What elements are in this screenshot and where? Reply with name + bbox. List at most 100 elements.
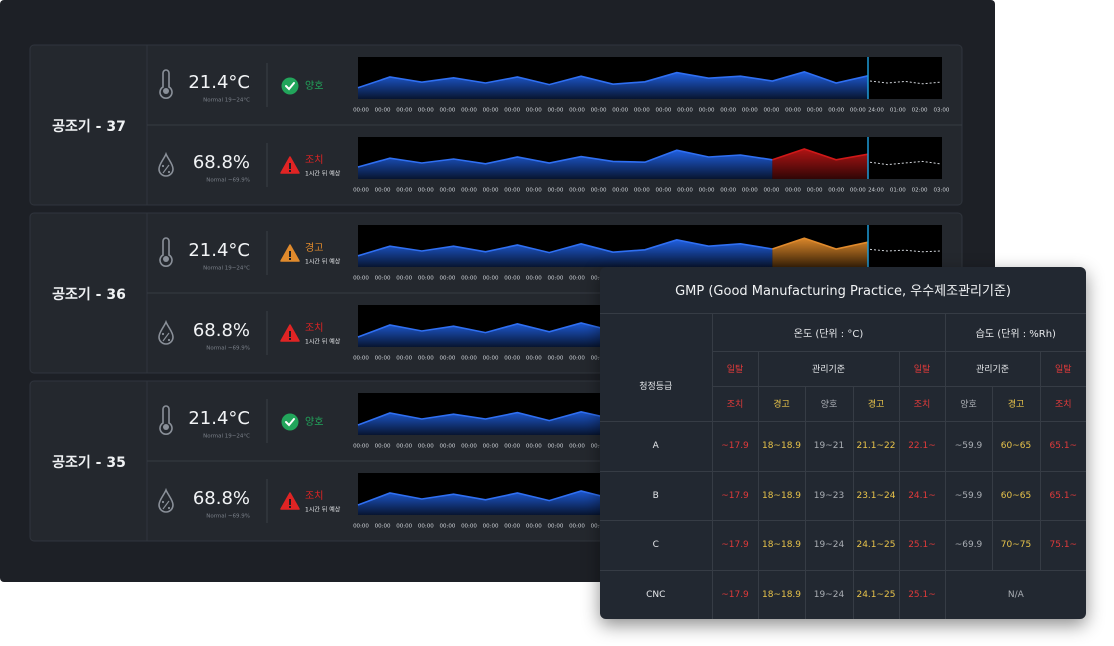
time-label: 01:00	[890, 108, 906, 114]
unit-name: 공조기 - 37	[52, 119, 126, 135]
grade-cell: A	[600, 420, 713, 472]
time-label: 00:00	[591, 188, 607, 194]
range-cell: 21.1~22	[852, 420, 900, 472]
time-label: 00:00	[396, 188, 412, 194]
range-cell: 65.1~	[1039, 470, 1086, 521]
check-icon	[281, 77, 299, 95]
check-mark	[285, 418, 295, 427]
reading-value: 68.8%	[193, 152, 250, 173]
level-header: 경고	[852, 385, 900, 422]
time-label: 00:00	[591, 356, 607, 362]
time-label: 00:00	[526, 524, 542, 530]
time-label: 00:00	[504, 356, 520, 362]
time-label: 00:00	[591, 276, 607, 282]
normal-range: Normal ~69.9%	[206, 178, 250, 184]
time-label: 00:00	[418, 356, 434, 362]
time-label: 00:00	[396, 444, 412, 450]
unit-name: 공조기 - 36	[52, 287, 126, 303]
range-cell: 65.1~	[1039, 420, 1086, 472]
level-header: 경고	[991, 385, 1041, 422]
time-label: 00:00	[504, 524, 520, 530]
time-label: 00:00	[547, 356, 563, 362]
reading-value: 68.8%	[193, 488, 250, 509]
table-row: 조치 경고 양호 경고 조치 양호 경고 조치	[600, 385, 1086, 422]
status-text: 경고	[305, 241, 323, 254]
time-label: 00:00	[504, 108, 520, 114]
droplet-dot	[167, 338, 171, 342]
time-label: 00:00	[850, 188, 866, 194]
range-cell: ~17.9	[711, 569, 759, 619]
range-cell: 18~18.9	[757, 470, 806, 521]
time-label: 00:00	[439, 356, 455, 362]
time-label: 00:00	[785, 188, 801, 194]
time-label: 01:00	[890, 188, 906, 194]
droplet-icon	[158, 487, 174, 513]
time-label: 00:00	[483, 356, 499, 362]
time-label: 03:00	[933, 188, 949, 194]
range-cell: ~59.9	[944, 420, 993, 472]
alert-area-fill	[772, 238, 868, 267]
time-label: 02:00	[912, 188, 928, 194]
time-label: 00:00	[418, 444, 434, 450]
droplet-dot	[161, 164, 165, 168]
reading-value: 68.8%	[193, 320, 250, 341]
time-label: 00:00	[504, 444, 520, 450]
time-label: 00:00	[375, 524, 391, 530]
thermometer-icon	[159, 405, 173, 435]
range-cell: 23.1~24	[852, 470, 900, 521]
time-label: 00:00	[569, 108, 585, 114]
grade-cell: CNC	[600, 569, 713, 619]
normal-range: Normal ~69.9%	[206, 346, 250, 352]
area-line	[357, 70, 869, 89]
time-label: 03:00	[933, 108, 949, 114]
sub-header: 일탈	[1039, 350, 1086, 387]
level-header: 조치	[898, 385, 946, 422]
status-text: 조치	[305, 490, 323, 502]
time-label: 00:00	[461, 524, 477, 530]
range-cell: 22.1~	[898, 420, 946, 472]
droplet-dot	[167, 170, 171, 174]
time-label: 00:00	[612, 188, 628, 194]
time-label: 00:00	[483, 188, 499, 194]
warning-bar	[289, 163, 291, 169]
droplet-icon	[158, 319, 174, 345]
time-label: 02:00	[912, 108, 928, 114]
time-label: 00:00	[461, 356, 477, 362]
time-label: 00:00	[828, 188, 844, 194]
time-label: 00:00	[547, 444, 563, 450]
time-label: 00:00	[785, 108, 801, 114]
time-label: 00:00	[353, 444, 369, 450]
time-label: 00:00	[526, 276, 542, 282]
alert-area-line	[772, 148, 869, 161]
time-label: 00:00	[591, 444, 607, 450]
check-mark	[285, 82, 295, 91]
time-label: 00:00	[353, 108, 369, 114]
grade-cell: C	[600, 519, 713, 571]
status-note: 1시간 뒤 예상	[305, 258, 341, 266]
gmp-table-card: GMP (Good Manufacturing Practice, 우수제조관리…	[600, 267, 1086, 619]
time-label: 00:00	[591, 108, 607, 114]
warning-dot	[289, 258, 291, 260]
time-label: 00:00	[720, 188, 736, 194]
time-label: 00:00	[677, 188, 693, 194]
thermometer-bulb	[163, 424, 169, 430]
droplet-dot	[161, 332, 165, 336]
area-fill	[358, 150, 773, 179]
range-cell: 24.1~25	[852, 519, 900, 571]
time-label: 00:00	[461, 108, 477, 114]
time-label: 00:00	[375, 188, 391, 194]
range-cell: ~69.9	[944, 519, 993, 571]
time-label: 00:00	[591, 524, 607, 530]
area-fill	[358, 239, 773, 267]
time-label: 00:00	[461, 444, 477, 450]
gmp-table: GMP (Good Manufacturing Practice, 우수제조관리…	[600, 267, 1086, 619]
droplet-dot	[161, 500, 165, 504]
time-label: 00:00	[569, 524, 585, 530]
level-header: 조치	[1039, 385, 1086, 422]
check-icon	[281, 413, 299, 431]
area-fill	[358, 71, 868, 99]
thermometer-icon	[159, 69, 173, 99]
time-label: 00:00	[569, 276, 585, 282]
level-header: 경고	[757, 385, 806, 422]
time-label: 00:00	[526, 444, 542, 450]
